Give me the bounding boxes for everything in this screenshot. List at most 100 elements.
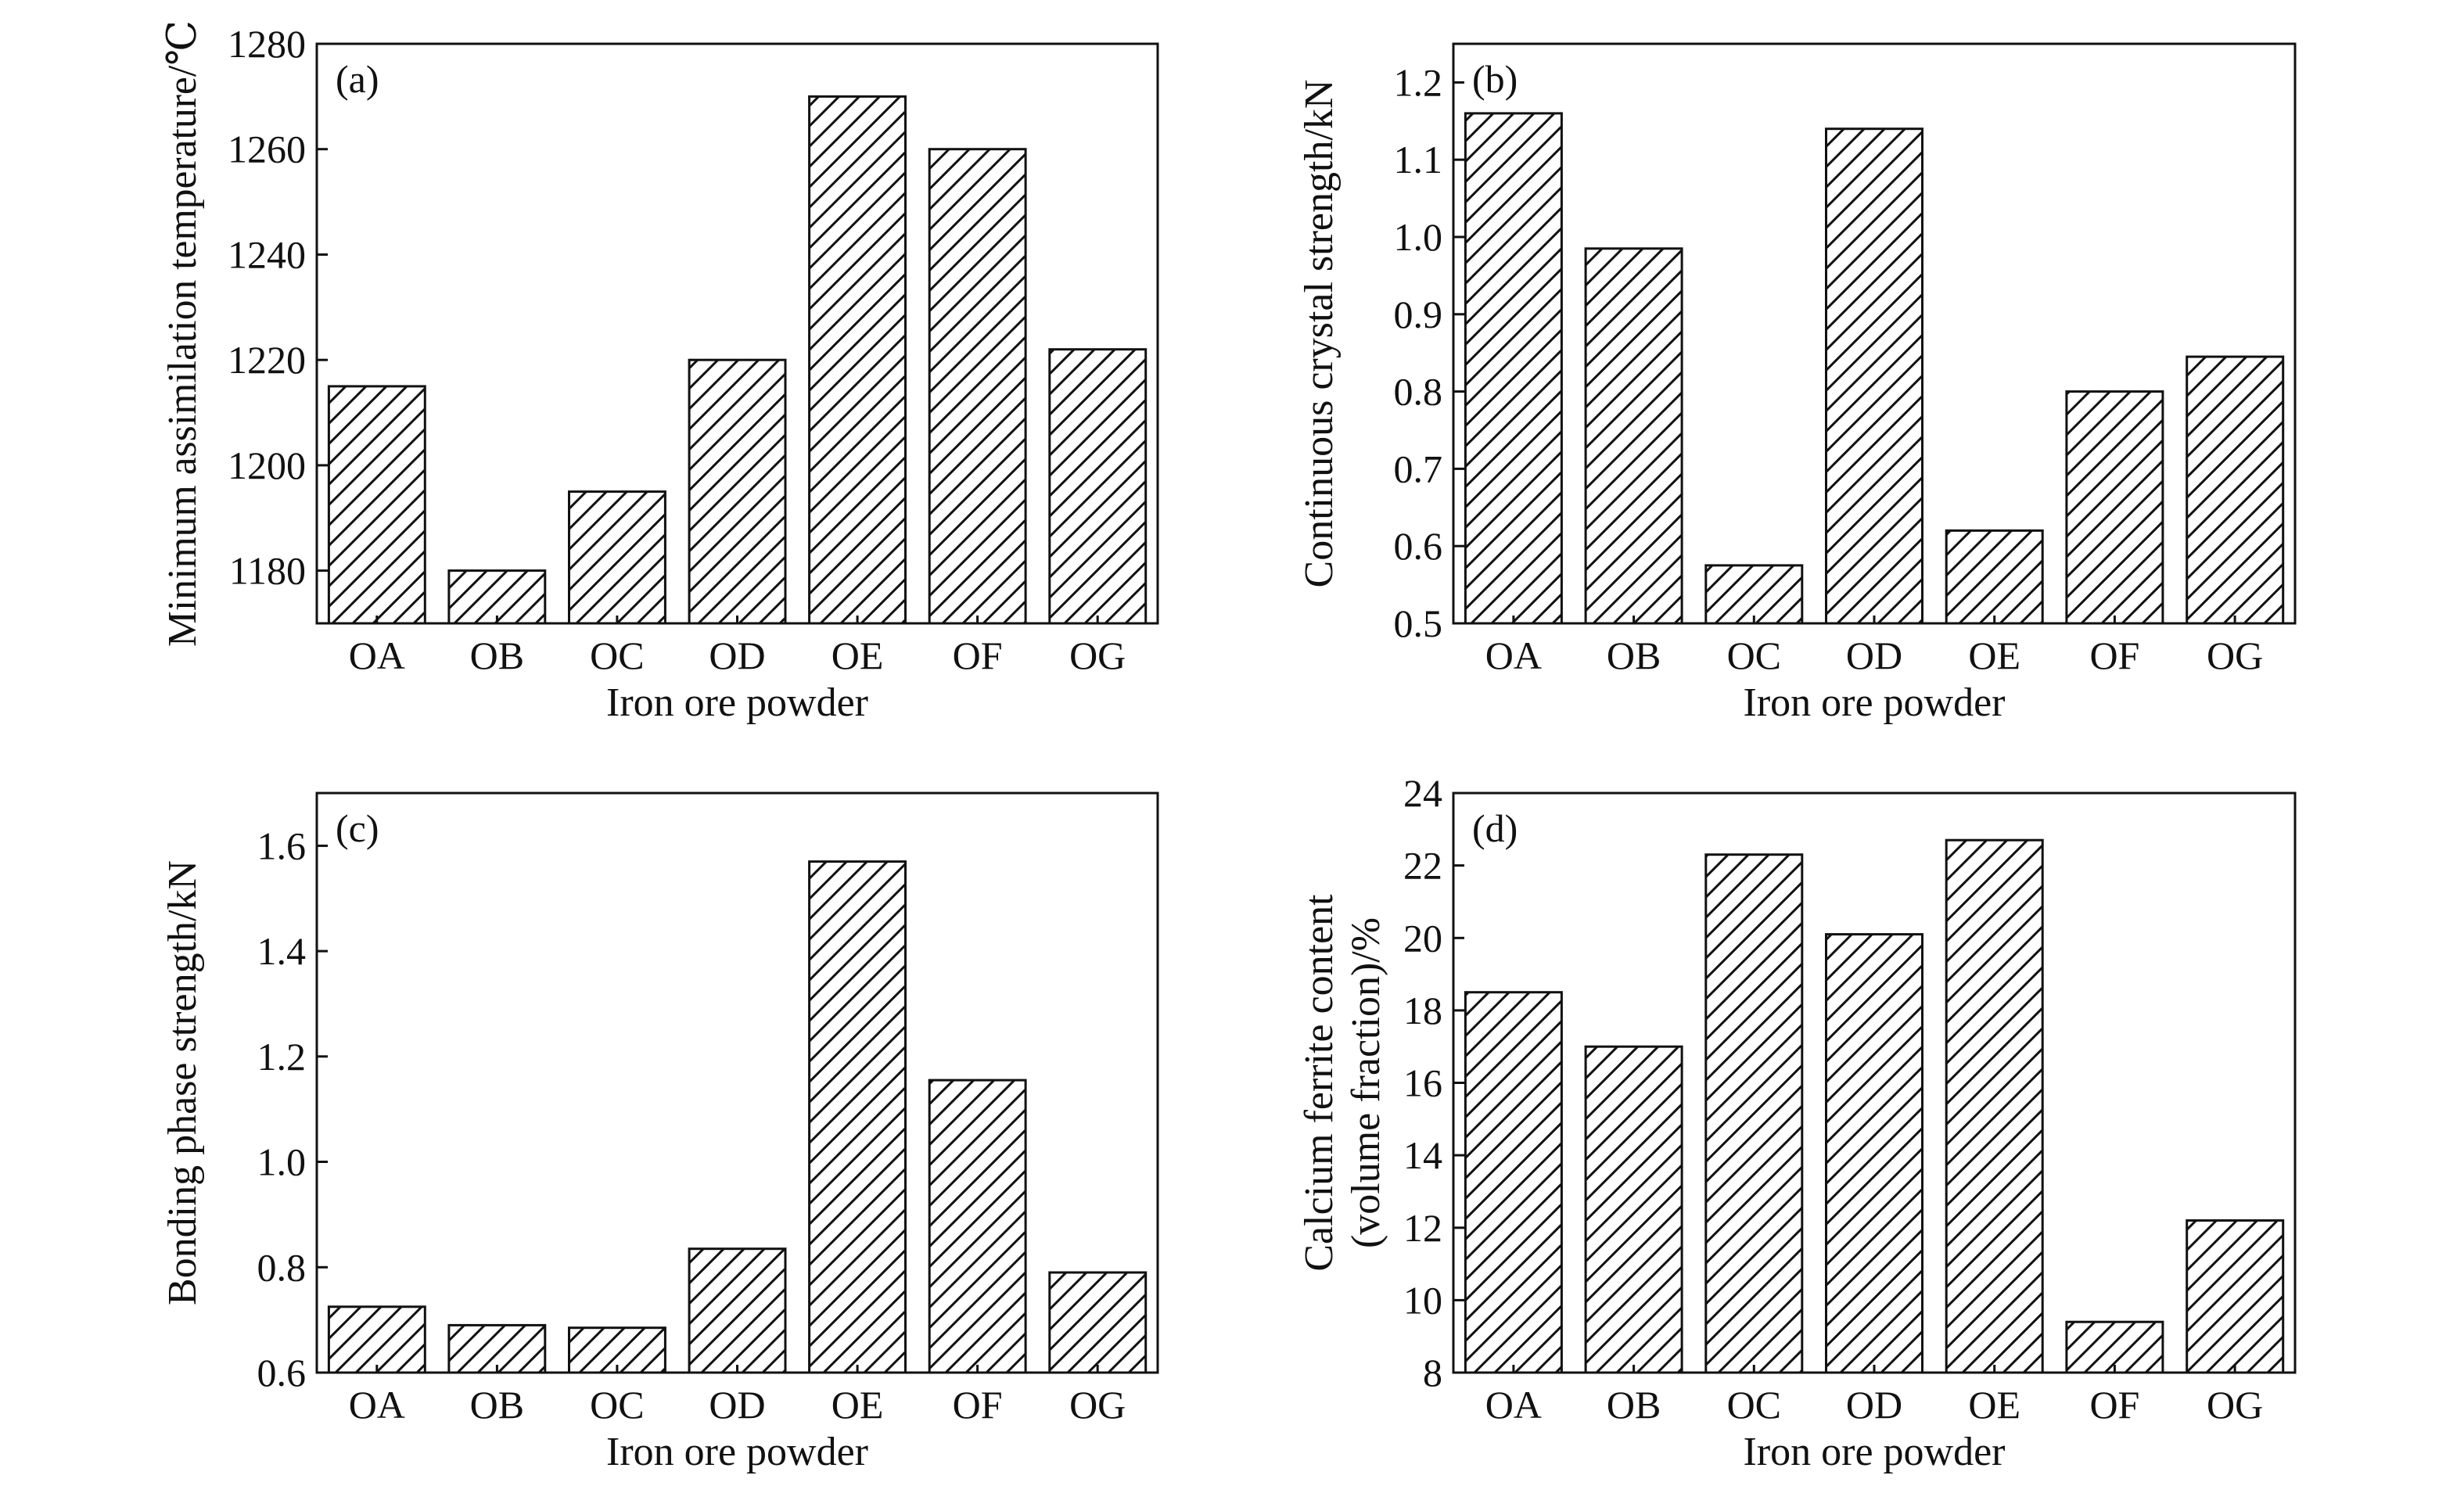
bar-a-oc (568, 490, 666, 625)
bar-b-oe (1945, 529, 2044, 625)
bar-c-of (928, 1079, 1027, 1374)
x-tick-label-d: OE (1968, 1383, 2020, 1427)
x-tick-label-c: OF (953, 1383, 1003, 1427)
y-tick-label-d: 8 (1423, 1351, 1442, 1394)
bar-a-oe (808, 95, 907, 625)
x-tick-label-c: OG (1069, 1383, 1126, 1427)
y-axis-title-line2-d: (volume fraction)/% (1344, 917, 1388, 1248)
bar-a-ob (447, 569, 547, 625)
x-tick-label-b: OG (2207, 634, 2263, 677)
y-axis-title-d: Calcium ferrite content (1297, 894, 1342, 1272)
y-tick-label-d: 18 (1403, 989, 1442, 1032)
x-tick-label-a: OB (470, 634, 524, 677)
y-tick-label-c: 1.4 (257, 929, 307, 973)
x-tick-label-a: OF (953, 634, 1003, 677)
x-tick-label-d: OF (2089, 1383, 2139, 1427)
bar-d-oa (1464, 991, 1563, 1374)
x-tick-label-a: OC (590, 634, 644, 677)
y-tick-label-b: 1.2 (1394, 60, 1443, 104)
x-axis-title-d: Iron ore powder (1744, 1430, 2006, 1474)
bar-c-oa (327, 1305, 426, 1374)
x-tick-label-d: OC (1727, 1383, 1781, 1427)
y-tick-label-a: 1280 (228, 22, 306, 66)
x-tick-label-c: OE (832, 1383, 884, 1427)
y-tick-label-a: 1240 (228, 233, 306, 277)
bar-d-of (2065, 1320, 2164, 1374)
x-tick-label-b: OF (2089, 634, 2139, 677)
y-tick-label-d: 14 (1403, 1133, 1442, 1177)
x-tick-label-d: OD (1846, 1383, 1902, 1427)
x-tick-label-d: OG (2207, 1383, 2263, 1427)
x-axis-title-c: Iron ore powder (606, 1430, 868, 1474)
bar-b-og (2186, 355, 2285, 625)
y-tick-label-c: 1.0 (257, 1140, 307, 1184)
y-tick-label-b: 0.9 (1394, 293, 1443, 336)
x-tick-label-a: OD (709, 634, 765, 677)
y-axis-title-b: Continuous crystal strength/kN (1297, 80, 1342, 588)
panel-label-c: (c) (336, 806, 379, 850)
x-tick-label-b: OA (1485, 634, 1542, 677)
y-tick-label-c: 1.6 (257, 824, 307, 867)
y-tick-label-c: 0.6 (257, 1351, 307, 1394)
x-tick-label-d: OA (1485, 1383, 1542, 1427)
y-tick-label-a: 1200 (228, 443, 306, 487)
y-tick-label-b: 0.8 (1394, 370, 1443, 414)
bar-a-od (688, 358, 787, 625)
bar-b-oa (1464, 112, 1563, 625)
x-tick-label-d: OB (1607, 1383, 1661, 1427)
y-tick-label-b: 0.6 (1394, 524, 1443, 568)
x-tick-label-c: OA (349, 1383, 405, 1427)
bar-c-oe (808, 860, 907, 1374)
bar-b-oc (1704, 564, 1804, 625)
x-tick-label-b: OC (1727, 634, 1781, 677)
bar-a-og (1048, 348, 1148, 625)
x-tick-label-c: OC (590, 1383, 644, 1427)
panel-d-chart: 8 10 12 14 16 18 20 22 24 OA OB OC OD OE OF OG Iron ore … (1297, 771, 2297, 1474)
x-tick-label-b: OD (1846, 634, 1902, 677)
x-tick-label-b: OB (1607, 634, 1661, 677)
bar-b-od (1825, 127, 1923, 625)
x-tick-label-a: OA (349, 634, 405, 677)
y-tick-label-a: 1220 (228, 338, 306, 382)
panel-label-a: (a) (336, 57, 379, 101)
x-tick-label-a: OG (1069, 634, 1126, 677)
bar-a-of (928, 148, 1027, 625)
y-tick-label-b: 0.7 (1394, 447, 1443, 490)
bar-d-ob (1584, 1045, 1683, 1374)
x-tick-label-a: OE (832, 634, 884, 677)
y-tick-label-d: 12 (1403, 1206, 1442, 1250)
bar-d-og (2186, 1219, 2285, 1374)
y-tick-label-b: 0.5 (1394, 601, 1443, 645)
y-axis-title-a: Minimum assimilation temperature/℃ (160, 20, 205, 647)
bar-a-oa (327, 385, 426, 625)
y-axis-title-c: Bonding phase strength/kN (160, 860, 205, 1305)
x-axis-title-b: Iron ore powder (1744, 680, 2006, 725)
bar-c-od (688, 1247, 787, 1374)
bar-d-od (1825, 933, 1923, 1374)
panel-label-d: (d) (1472, 806, 1518, 850)
bar-c-og (1048, 1271, 1148, 1374)
panel-c-chart: 0.6 0.8 1.0 1.2 1.4 1.6 OA OB OC OD OE OF OG Iron ore… (160, 791, 1159, 1474)
y-tick-label-c: 0.8 (257, 1245, 307, 1289)
y-tick-label-b: 1.0 (1394, 215, 1443, 259)
y-tick-label-c: 1.2 (257, 1035, 307, 1079)
panel-label-b: (b) (1472, 57, 1518, 101)
y-tick-label-b: 1.1 (1394, 138, 1443, 181)
bar-b-of (2065, 390, 2164, 625)
bar-d-oc (1704, 853, 1804, 1374)
x-tick-label-c: OB (470, 1383, 524, 1427)
panel-a-chart: 1180 1200 1220 1240 1260 1280 OA OB OC OD OE OF OG Ir… (160, 20, 1159, 725)
y-tick-label-d: 20 (1403, 916, 1442, 960)
x-axis-title-a: Iron ore powder (606, 680, 868, 725)
y-tick-label-a: 1260 (228, 127, 306, 171)
y-tick-label-d: 16 (1403, 1061, 1442, 1105)
x-tick-label-c: OD (709, 1383, 765, 1427)
bar-b-ob (1584, 247, 1683, 625)
bar-d-oe (1945, 838, 2044, 1374)
panel-b-chart: 0.5 0.6 0.7 0.8 0.9 1.0 1.1 1.2 OA OB OC OD OE OF OG Ir… (1297, 42, 2297, 725)
y-tick-label-a: 1180 (229, 549, 306, 593)
y-tick-label-d: 10 (1403, 1278, 1442, 1322)
y-tick-label-d: 24 (1403, 771, 1442, 815)
y-tick-label-d: 22 (1403, 844, 1442, 888)
